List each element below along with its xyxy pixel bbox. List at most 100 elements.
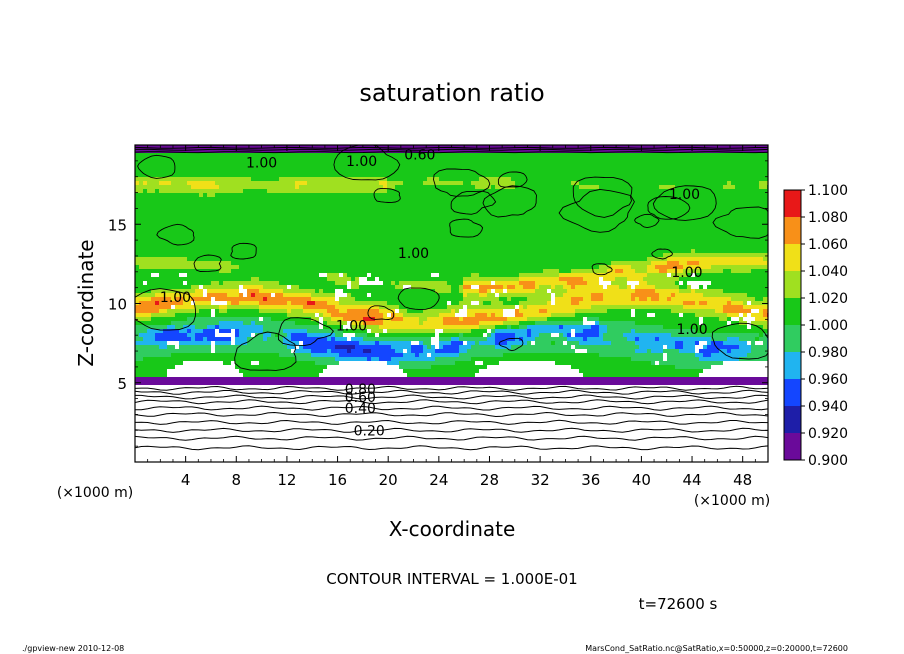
field-cell — [195, 269, 200, 274]
field-cell — [611, 185, 616, 190]
field-cell — [647, 157, 652, 162]
field-cell — [451, 165, 456, 170]
field-cell — [559, 261, 564, 266]
field-cell — [407, 165, 412, 170]
field-cell — [539, 193, 544, 198]
field-cell — [219, 181, 224, 186]
field-cell — [163, 229, 168, 234]
field-cell — [199, 181, 204, 186]
field-cell — [359, 225, 364, 230]
field-cell — [531, 217, 536, 222]
field-cell — [527, 193, 532, 198]
field-cell — [639, 253, 644, 258]
field-cell — [227, 221, 232, 226]
field-cell — [531, 265, 536, 270]
field-cell — [483, 213, 488, 218]
field-cell — [259, 221, 264, 226]
field-cell — [655, 165, 660, 170]
field-cell — [371, 257, 376, 262]
field-cell — [147, 161, 152, 166]
field-cell — [207, 213, 212, 218]
field-cell — [359, 205, 364, 210]
field-cell — [587, 189, 592, 194]
field-cell — [631, 225, 636, 230]
field-cell — [755, 249, 760, 254]
field-cell — [755, 185, 760, 190]
field-cell — [179, 161, 184, 166]
field-cell — [367, 225, 372, 230]
field-cell — [443, 161, 448, 166]
field-cell — [687, 233, 692, 238]
field-cell — [267, 221, 272, 226]
field-cell — [391, 261, 396, 266]
field-cell — [435, 169, 440, 174]
field-cell — [479, 153, 484, 158]
field-cell — [363, 161, 368, 166]
field-cell — [215, 261, 220, 266]
field-cell — [271, 245, 276, 250]
field-cell — [311, 233, 316, 238]
field-cell — [659, 173, 664, 178]
field-cell — [711, 145, 716, 150]
field-cell — [535, 173, 540, 178]
field-cell — [287, 261, 292, 266]
field-cell — [495, 201, 500, 206]
field-cell — [347, 229, 352, 234]
field-cell — [331, 205, 336, 210]
field-cell — [395, 225, 400, 230]
field-cell — [315, 225, 320, 230]
field-cell — [739, 193, 744, 198]
field-cell — [459, 201, 464, 206]
field-cell — [491, 165, 496, 170]
field-cell — [251, 229, 256, 234]
field-cell — [743, 169, 748, 174]
field-cell — [195, 233, 200, 238]
field-cell — [159, 229, 164, 234]
field-cell — [227, 233, 232, 238]
field-cell — [539, 261, 544, 266]
field-cell — [571, 153, 576, 158]
field-cell — [371, 169, 376, 174]
field-cell — [615, 153, 620, 158]
field-cell — [279, 269, 284, 274]
field-cell — [591, 241, 596, 246]
field-cell — [327, 269, 332, 274]
field-cell — [391, 173, 396, 178]
field-cell — [143, 245, 148, 250]
field-cell — [731, 201, 736, 206]
field-cell — [207, 261, 212, 266]
field-cell — [371, 237, 376, 242]
field-cell — [367, 221, 372, 226]
field-cell — [283, 257, 288, 262]
field-cell — [147, 145, 152, 150]
field-cell — [567, 185, 572, 190]
field-cell — [559, 153, 564, 158]
field-cell — [143, 249, 148, 254]
field-cell — [395, 261, 400, 266]
field-cell — [299, 213, 304, 218]
field-cell — [379, 189, 384, 194]
field-cell — [667, 157, 672, 162]
field-cell — [155, 213, 160, 218]
field-cell — [439, 229, 444, 234]
field-cell — [295, 249, 300, 254]
field-cell — [151, 165, 156, 170]
field-cell — [499, 249, 504, 254]
field-cell — [751, 197, 756, 202]
field-cell — [359, 161, 364, 166]
field-cell — [659, 257, 664, 262]
field-cell — [163, 257, 168, 262]
field-cell — [187, 189, 192, 194]
field-cell — [667, 185, 672, 190]
field-cell — [191, 225, 196, 230]
field-cell — [347, 269, 352, 274]
field-cell — [495, 265, 500, 270]
field-cell — [567, 205, 572, 210]
field-cell — [563, 173, 568, 178]
field-cell — [255, 157, 260, 162]
field-cell — [739, 149, 744, 154]
field-cell — [235, 165, 240, 170]
field-cell — [563, 205, 568, 210]
field-cell — [343, 249, 348, 254]
field-cell — [323, 153, 328, 158]
